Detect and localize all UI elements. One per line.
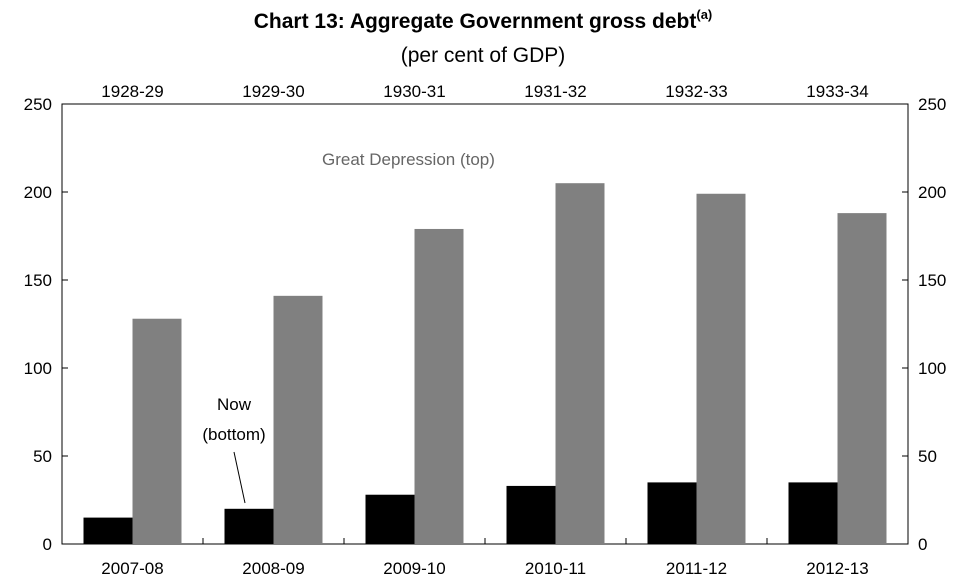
y-tick-right-label: 100 [918, 359, 946, 378]
bar-now-2008-09 [224, 508, 274, 544]
bar-great-depression-2010-11 [555, 183, 605, 544]
bar-great-depression-2012-13 [837, 213, 887, 544]
x-top-tick-label: 1930-31 [383, 82, 445, 101]
annotation-now-bottom: (bottom) [202, 425, 265, 444]
x-tick-label: 2010-11 [525, 559, 586, 578]
annotation-now: Now [217, 395, 252, 414]
chart-title-text: Chart 13: Aggregate Government gross deb… [254, 10, 697, 33]
y-tick-right-label: 0 [918, 535, 927, 554]
bar-now-2011-12 [647, 482, 697, 544]
annotation-great-depression: Great Depression (top) [322, 150, 495, 169]
annotation-now-leader [233, 451, 246, 504]
x-top-tick-label: 1928-29 [101, 82, 163, 101]
y-tick-right-label: 250 [918, 95, 946, 114]
y-tick-left-label: 250 [24, 95, 52, 114]
y-tick-left-label: 100 [24, 359, 52, 378]
x-tick-label: 2011-12 [666, 559, 727, 578]
x-axis-top: 1928-29 1929-30 1930-31 1931-32 1932-33 1933-… [101, 82, 868, 101]
y-axis-right: 0 50 100 150 200 250 [902, 95, 946, 554]
y-tick-right-label: 200 [918, 183, 946, 202]
bar-great-depression-2008-09 [273, 295, 323, 544]
y-tick-left-label: 150 [24, 271, 52, 290]
x-top-tick-label: 1932-33 [665, 82, 727, 101]
bars [83, 183, 887, 544]
chart-title: Chart 13: Aggregate Government gross deb… [254, 7, 713, 33]
x-tick-label: 2012-13 [806, 559, 868, 578]
plot-area [61, 103, 909, 545]
x-tick-label: 2009-10 [383, 559, 445, 578]
x-tick-label: 2008-09 [242, 559, 304, 578]
x-tick-label: 2007-08 [101, 559, 163, 578]
y-tick-left-label: 0 [43, 535, 52, 554]
x-top-tick-label: 1933-34 [806, 82, 868, 101]
bar-great-depression-2009-10 [414, 228, 464, 544]
x-top-tick-label: 1929-30 [242, 82, 304, 101]
bar-great-depression-2007-08 [132, 318, 182, 544]
bar-now-2009-10 [365, 494, 415, 544]
y-axis-left: 0 50 100 150 200 250 [24, 95, 68, 554]
chart-subtitle: (per cent of GDP) [401, 44, 566, 67]
y-tick-right-label: 150 [918, 271, 946, 290]
bar-now-2007-08 [83, 517, 133, 544]
bar-now-2010-11 [506, 485, 556, 544]
chart-title-superscript: (a) [696, 7, 712, 22]
y-tick-left-label: 200 [24, 183, 52, 202]
bar-great-depression-2011-12 [696, 193, 746, 544]
bar-now-2012-13 [788, 482, 838, 544]
x-top-tick-label: 1931-32 [524, 82, 586, 101]
y-tick-right-label: 50 [918, 447, 937, 466]
x-axis-bottom: 2007-08 2008-09 2009-10 2010-11 2011-12 2012-… [101, 538, 869, 578]
y-tick-left-label: 50 [33, 447, 52, 466]
